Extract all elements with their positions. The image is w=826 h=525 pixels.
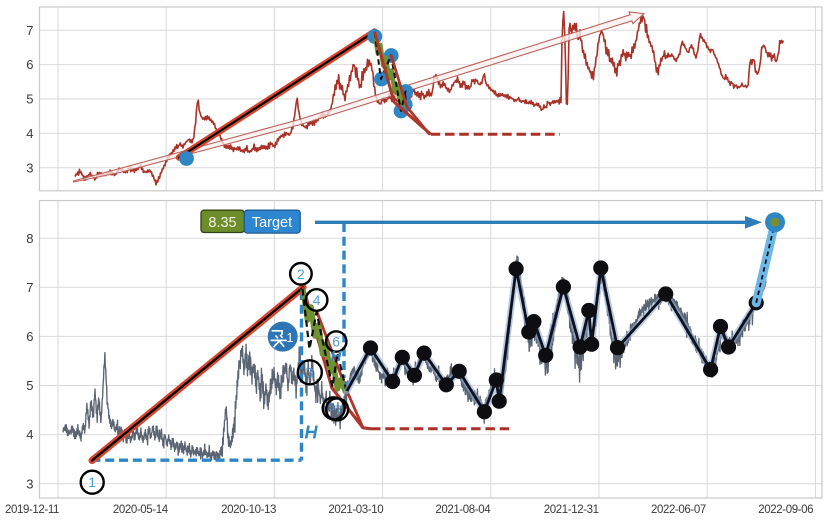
svg-text:8.35: 8.35 [208,215,236,231]
svg-text:5: 5 [26,92,33,107]
svg-text:2020-10-13: 2020-10-13 [221,504,276,516]
svg-text:2021-12-31: 2021-12-31 [544,504,599,516]
svg-text:4: 4 [26,427,33,442]
svg-text:2: 2 [297,266,305,282]
svg-text:6: 6 [332,334,340,350]
svg-text:Target: Target [252,215,292,231]
svg-text:3: 3 [306,364,314,380]
svg-text:7: 7 [334,402,342,418]
svg-text:2021-03-10: 2021-03-10 [328,504,383,516]
svg-text:3: 3 [26,476,33,491]
svg-text:7: 7 [26,280,33,295]
svg-text:5: 5 [329,402,335,414]
svg-text:1: 1 [88,474,96,490]
svg-text:2019-12-11: 2019-12-11 [5,504,59,516]
svg-text:H: H [331,348,343,365]
svg-text:1: 1 [287,331,294,345]
svg-text:4: 4 [26,126,33,141]
svg-text:6: 6 [26,57,33,72]
svg-text:6: 6 [26,329,33,344]
svg-text:8: 8 [26,231,33,246]
svg-text:2020-05-14: 2020-05-14 [113,504,169,516]
svg-text:5: 5 [26,378,33,393]
svg-text:2022-06-07: 2022-06-07 [651,504,706,516]
svg-text:7: 7 [26,23,33,38]
svg-text:4: 4 [313,292,321,308]
svg-text:2022-09-06: 2022-09-06 [758,504,813,516]
svg-text:H: H [305,423,319,443]
svg-text:3: 3 [26,160,33,175]
svg-text:2021-08-04: 2021-08-04 [435,504,491,516]
